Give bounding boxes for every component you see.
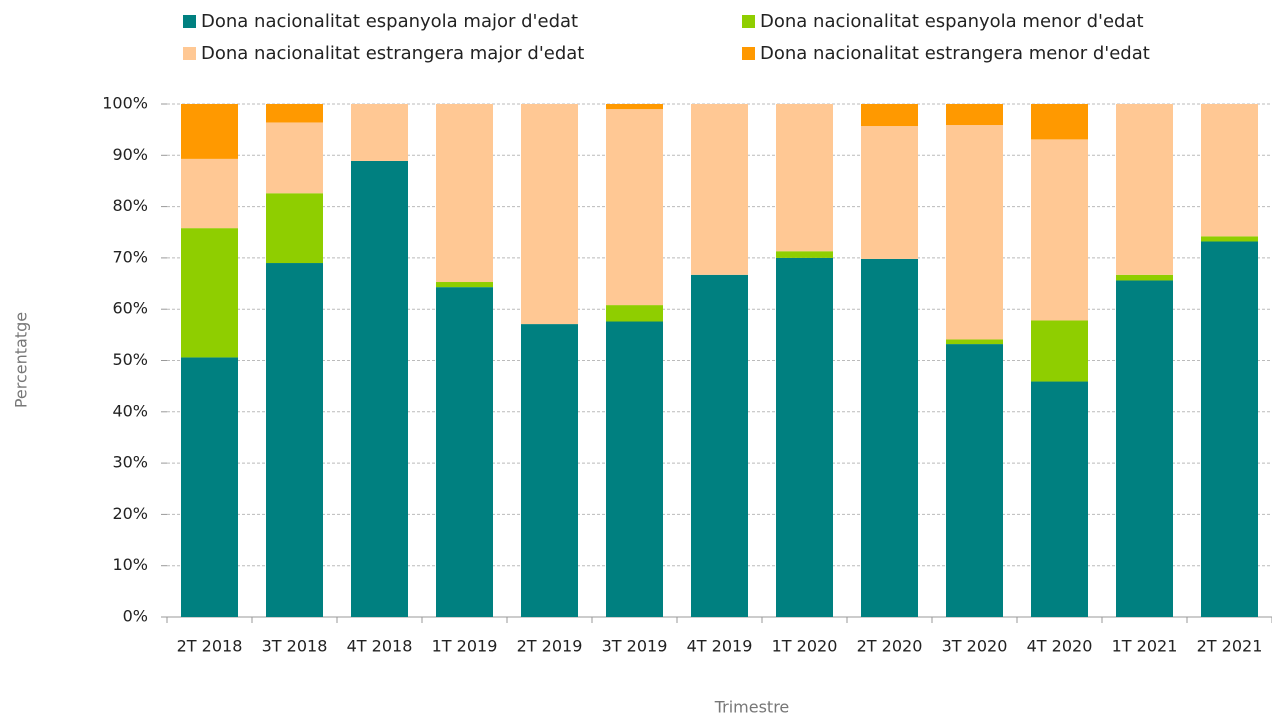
bar-segment xyxy=(266,104,323,123)
bar-segment xyxy=(181,228,238,358)
bar-segment xyxy=(266,122,323,194)
x-tick-label: 4T 2020 xyxy=(1027,637,1093,656)
x-tick-label: 1T 2020 xyxy=(772,637,838,656)
bar-segment xyxy=(691,104,748,275)
bar-segment xyxy=(351,160,408,617)
bar-segment xyxy=(181,357,238,617)
bar-segment xyxy=(861,104,918,127)
legend-label: Dona nacionalitat estrangera menor d'eda… xyxy=(760,43,1150,64)
y-tick-label: 70% xyxy=(112,247,148,266)
y-tick-label: 40% xyxy=(112,401,148,420)
bar-segment xyxy=(606,109,663,306)
bar-segment xyxy=(266,263,323,617)
bar-segment xyxy=(691,274,748,617)
y-tick-label: 20% xyxy=(112,504,148,523)
bar-segment xyxy=(351,104,408,161)
bar-segment xyxy=(436,282,493,288)
legend-label: Dona nacionalitat espanyola major d'edat xyxy=(201,11,578,32)
bar-segment xyxy=(946,344,1003,617)
bar-segment xyxy=(436,287,493,617)
bar-segment xyxy=(521,104,578,325)
bar-segment xyxy=(946,339,1003,345)
x-tick-label: 3T 2020 xyxy=(942,637,1008,656)
y-tick-label: 30% xyxy=(112,453,148,472)
bar-segment xyxy=(1031,104,1088,140)
bar-segment xyxy=(861,258,918,617)
legend-label: Dona nacionalitat espanyola menor d'edat xyxy=(760,11,1144,32)
bar-segment xyxy=(521,324,578,617)
bar-segment xyxy=(776,104,833,252)
bar-segment xyxy=(1201,104,1258,237)
bar-segment xyxy=(181,104,238,159)
x-tick-label: 3T 2018 xyxy=(262,637,328,656)
bar-segment xyxy=(1031,139,1088,321)
x-tick-label: 2T 2019 xyxy=(517,637,583,656)
bar-segment xyxy=(861,126,918,259)
bar-segment xyxy=(1116,274,1173,281)
x-tick-label: 1T 2021 xyxy=(1112,637,1178,656)
y-tick-label: 0% xyxy=(123,607,148,626)
x-axis-title: Trimestre xyxy=(714,698,790,717)
bar-segment xyxy=(606,321,663,617)
bar-segment xyxy=(946,125,1003,340)
bar-segment xyxy=(1031,320,1088,382)
y-tick-label: 90% xyxy=(112,145,148,164)
bar-segment xyxy=(1201,236,1258,242)
bar-segment xyxy=(1031,381,1088,617)
bar-segment xyxy=(776,251,833,258)
legend-label: Dona nacionalitat estrangera major d'eda… xyxy=(201,43,584,64)
x-tick-label: 3T 2019 xyxy=(602,637,668,656)
bar-segment xyxy=(1201,241,1258,617)
x-tick-label: 2T 2018 xyxy=(177,637,243,656)
bar-segment xyxy=(606,104,663,110)
legend-swatch xyxy=(742,15,755,28)
bar-segment xyxy=(266,193,323,264)
legend-swatch xyxy=(183,47,196,60)
x-tick-label: 4T 2018 xyxy=(347,637,413,656)
y-tick-label: 80% xyxy=(112,196,148,215)
y-axis-title: Percentatge xyxy=(12,312,31,408)
bar-segment xyxy=(1116,280,1173,617)
y-tick-label: 50% xyxy=(112,350,148,369)
x-tick-label: 1T 2019 xyxy=(432,637,498,656)
bar-segment xyxy=(436,104,493,283)
legend-swatch xyxy=(183,15,196,28)
bar-segment xyxy=(1116,104,1173,275)
bar-segment xyxy=(606,305,663,322)
y-tick-label: 60% xyxy=(112,299,148,318)
bar-segment xyxy=(181,158,238,229)
y-tick-label: 10% xyxy=(112,555,148,574)
legend-swatch xyxy=(742,47,755,60)
bar-segment xyxy=(946,104,1003,126)
x-tick-label: 4T 2019 xyxy=(687,637,753,656)
x-tick-label: 2T 2021 xyxy=(1197,637,1263,656)
bar-segment xyxy=(776,257,833,617)
y-tick-label: 100% xyxy=(102,94,148,113)
x-tick-label: 2T 2020 xyxy=(857,637,923,656)
